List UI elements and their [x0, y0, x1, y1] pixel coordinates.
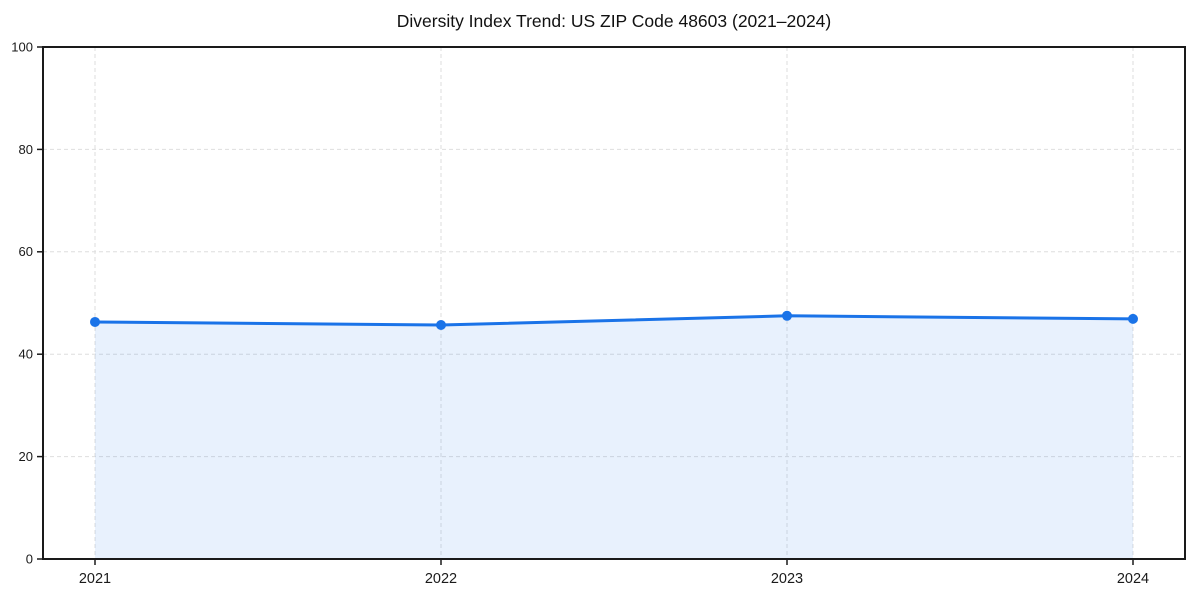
trend-line: [93, 314, 1135, 327]
x-tick-label: 2024: [1117, 571, 1149, 587]
x-tick-label: 2022: [425, 571, 457, 587]
data-point: [1128, 313, 1138, 324]
y-tick-label: 0: [26, 551, 33, 566]
x-tick-label: 2021: [79, 571, 111, 587]
y-tick-label: 40: [19, 347, 33, 362]
plot-border: [42, 46, 1186, 560]
area-fill: [95, 315, 1133, 559]
y-tick-label: 60: [19, 244, 33, 259]
chart-title: Diversity Index Trend: US ZIP Code 48603…: [396, 11, 832, 31]
data-point: [436, 320, 446, 331]
data-point: [782, 310, 792, 321]
data-point: [90, 316, 100, 327]
y-tick-label: 100: [11, 39, 33, 54]
x-tick-label: 2023: [771, 571, 803, 587]
y-tick-label: 80: [19, 142, 33, 157]
y-tick-label: 20: [19, 449, 33, 464]
